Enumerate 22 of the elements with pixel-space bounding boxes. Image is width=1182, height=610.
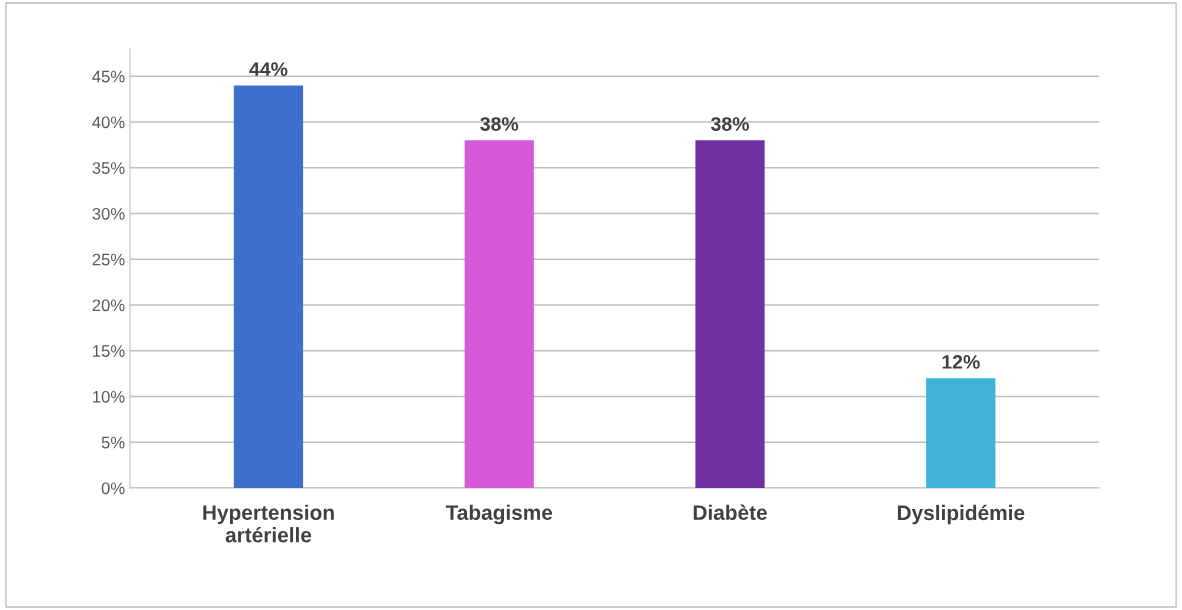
y-tick-label: 25% xyxy=(92,253,125,266)
data-label: 38% xyxy=(480,117,519,131)
bar xyxy=(233,85,304,488)
data-label: 44% xyxy=(249,62,288,76)
x-tick-label: Dyslipidémie xyxy=(897,504,1025,525)
x-tick-label: Hypertension artérielle xyxy=(203,504,334,543)
data-label: 38% xyxy=(711,117,749,131)
bar xyxy=(464,140,534,488)
bar xyxy=(926,378,996,488)
y-tick-label: 35% xyxy=(92,162,125,174)
y-tick-label: 45% xyxy=(92,70,125,83)
y-tick-label: 0% xyxy=(101,482,125,495)
y-tick-label: 15% xyxy=(93,345,125,357)
y-tick-label: 40% xyxy=(92,116,125,129)
y-tick-label: 30% xyxy=(92,207,125,220)
y-tick-label: 5% xyxy=(101,436,125,449)
x-tick-label: Diabète xyxy=(693,504,767,520)
bar xyxy=(695,140,765,488)
y-tick-label: 20% xyxy=(92,299,125,312)
data-label: 12% xyxy=(942,355,980,369)
y-tick-label: 10% xyxy=(93,390,125,403)
x-tick-label: Tabagisme xyxy=(445,504,553,525)
